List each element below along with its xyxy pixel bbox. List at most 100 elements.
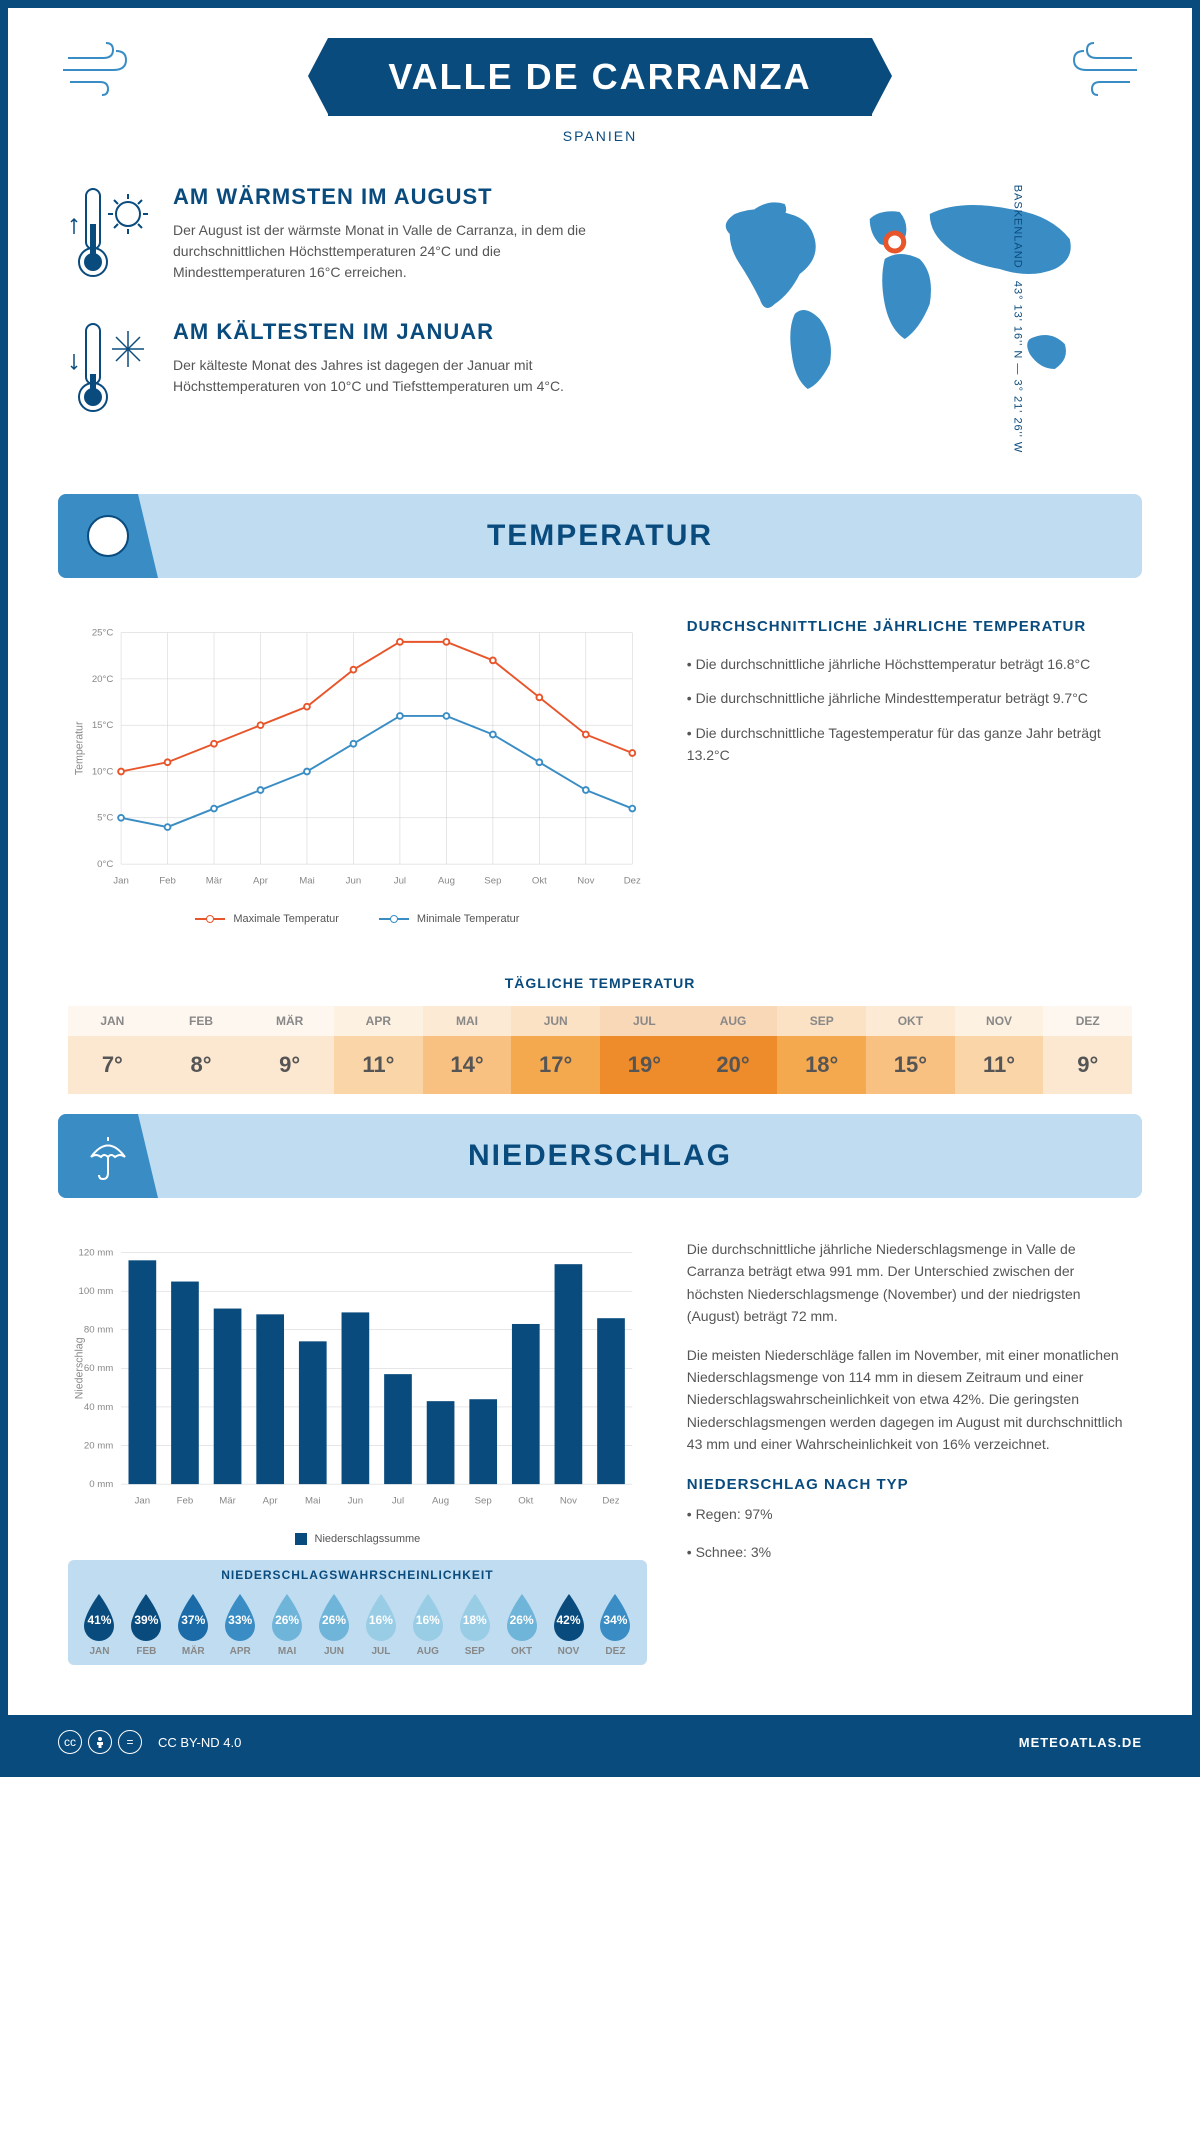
- thermometer-cold-icon: [68, 319, 153, 424]
- brand-label: METEOATLAS.DE: [1019, 1735, 1142, 1750]
- world-map-icon: [667, 184, 1132, 404]
- country-label: SPANIEN: [58, 128, 1142, 144]
- svg-text:25°C: 25°C: [92, 627, 114, 638]
- warmest-text: Der August ist der wärmste Monat in Vall…: [173, 220, 627, 283]
- precip-para-1: Die durchschnittliche jährliche Niedersc…: [687, 1238, 1132, 1328]
- license-block: cc = CC BY-ND 4.0: [58, 1730, 241, 1754]
- svg-text:Mär: Mär: [206, 875, 223, 886]
- svg-text:Jul: Jul: [392, 1495, 404, 1506]
- coldest-fact: AM KÄLTESTEN IM JANUAR Der kälteste Mona…: [68, 319, 627, 424]
- svg-text:120 mm: 120 mm: [79, 1247, 114, 1258]
- probability-drop: 39%FEB: [123, 1592, 170, 1657]
- probability-drop: 37%MÄR: [170, 1592, 217, 1657]
- svg-text:0°C: 0°C: [97, 859, 113, 870]
- probability-drop: 26%OKT: [498, 1592, 545, 1657]
- daily-temp-table: JAN7°FEB8°MÄR9°APR11°MAI14°JUN17°JUL19°A…: [68, 1006, 1132, 1094]
- svg-text:Aug: Aug: [438, 875, 455, 886]
- svg-text:Feb: Feb: [177, 1495, 194, 1506]
- svg-text:Mai: Mai: [305, 1495, 321, 1506]
- precipitation-bar-chart: 0 mm20 mm40 mm60 mm80 mm100 mm120 mmJanF…: [68, 1238, 647, 1518]
- temp-desc-1: • Die durchschnittliche jährliche Höchst…: [687, 653, 1132, 675]
- svg-text:Feb: Feb: [159, 875, 176, 886]
- svg-text:0 mm: 0 mm: [89, 1479, 113, 1490]
- precip-type-title: NIEDERSCHLAG NACH TYP: [687, 1476, 1132, 1493]
- temp-desc-2: • Die durchschnittliche jährliche Mindes…: [687, 687, 1132, 709]
- page: VALLE DE CARRANZA SPANIEN AM WÄRMSTEN IM…: [0, 0, 1200, 1777]
- svg-text:Jun: Jun: [346, 875, 362, 886]
- thermometer-hot-icon: [68, 184, 153, 289]
- nd-icon: =: [118, 1730, 142, 1754]
- daily-temp-cell: OKT15°: [866, 1006, 955, 1094]
- temp-desc-3: • Die durchschnittliche Tagestemperatur …: [687, 722, 1132, 767]
- warmest-title: AM WÄRMSTEN IM AUGUST: [173, 184, 627, 210]
- wind-icon-right: [1062, 38, 1142, 110]
- probability-drop: 34%DEZ: [592, 1592, 639, 1657]
- temperature-line-chart: 0°C 5°C 10°C 15°C 20°C 25°C Jan Feb Mär Apr Mai Jun…: [68, 618, 647, 898]
- wind-icon-left: [58, 38, 138, 110]
- daily-temp-cell: JUN17°: [511, 1006, 600, 1094]
- svg-text:Mär: Mär: [219, 1495, 236, 1506]
- temperature-content: 0°C 5°C 10°C 15°C 20°C 25°C Jan Feb Mär Apr Mai Jun…: [8, 598, 1192, 945]
- footer: cc = CC BY-ND 4.0 METEOATLAS.DE: [8, 1715, 1192, 1769]
- probability-drop: 18%SEP: [451, 1592, 498, 1657]
- svg-text:Apr: Apr: [263, 1495, 279, 1506]
- daily-temp-cell: DEZ9°: [1043, 1006, 1132, 1094]
- svg-text:40 mm: 40 mm: [84, 1402, 113, 1413]
- svg-text:Nov: Nov: [577, 875, 594, 886]
- coldest-text: Der kälteste Monat des Jahres ist dagege…: [173, 355, 627, 397]
- info-section: AM WÄRMSTEN IM AUGUST Der August ist der…: [8, 154, 1192, 474]
- svg-text:10°C: 10°C: [92, 766, 114, 777]
- svg-text:60 mm: 60 mm: [84, 1363, 113, 1374]
- svg-text:Jun: Jun: [348, 1495, 364, 1506]
- precip-type-rain: • Regen: 97%: [687, 1503, 1132, 1525]
- svg-text:Niederschlag: Niederschlag: [73, 1337, 85, 1399]
- probability-drop: 16%JUL: [357, 1592, 404, 1657]
- legend-max-label: Maximale Temperatur: [233, 913, 339, 925]
- coldest-title: AM KÄLTESTEN IM JANUAR: [173, 319, 627, 345]
- precipitation-banner: NIEDERSCHLAG: [58, 1114, 1142, 1198]
- temperature-banner: TEMPERATUR: [58, 494, 1142, 578]
- license-text: CC BY-ND 4.0: [158, 1735, 241, 1750]
- precipitation-content: 0 mm20 mm40 mm60 mm80 mm100 mm120 mmJanF…: [8, 1218, 1192, 1685]
- svg-text:Okt: Okt: [518, 1495, 533, 1506]
- temp-desc-title: DURCHSCHNITTLICHE JÄHRLICHE TEMPERATUR: [687, 618, 1132, 635]
- svg-text:Aug: Aug: [432, 1495, 449, 1506]
- temperature-title: TEMPERATUR: [58, 519, 1142, 553]
- svg-text:Temperatur: Temperatur: [73, 721, 85, 775]
- svg-text:Dez: Dez: [624, 875, 641, 886]
- svg-text:Mai: Mai: [299, 875, 315, 886]
- svg-text:100 mm: 100 mm: [79, 1286, 114, 1297]
- svg-text:20°C: 20°C: [92, 674, 114, 685]
- svg-text:80 mm: 80 mm: [84, 1325, 113, 1336]
- legend-min-label: Minimale Temperatur: [417, 913, 520, 925]
- precip-para-2: Die meisten Niederschläge fallen im Nove…: [687, 1344, 1132, 1456]
- svg-text:Nov: Nov: [560, 1495, 577, 1506]
- precipitation-title: NIEDERSCHLAG: [58, 1139, 1142, 1173]
- svg-text:Okt: Okt: [532, 875, 547, 886]
- svg-text:20 mm: 20 mm: [84, 1440, 113, 1451]
- daily-temp-cell: JUL19°: [600, 1006, 689, 1094]
- probability-drop: 26%JUN: [311, 1592, 358, 1657]
- svg-text:Jan: Jan: [113, 875, 129, 886]
- sun-icon: [58, 494, 158, 578]
- svg-text:Dez: Dez: [602, 1495, 619, 1506]
- daily-temp-cell: MÄR9°: [245, 1006, 334, 1094]
- probability-box: NIEDERSCHLAGSWAHRSCHEINLICHKEIT 41%JAN39…: [68, 1560, 647, 1665]
- svg-text:Jul: Jul: [394, 875, 406, 886]
- daily-temp-cell: SEP18°: [777, 1006, 866, 1094]
- by-icon: [88, 1730, 112, 1754]
- probability-drop: 26%MAI: [264, 1592, 311, 1657]
- temperature-legend: Maximale Temperatur Minimale Temperatur: [68, 913, 647, 925]
- probability-drop: 42%NOV: [545, 1592, 592, 1657]
- header: VALLE DE CARRANZA SPANIEN: [8, 8, 1192, 154]
- svg-text:Sep: Sep: [475, 1495, 492, 1506]
- svg-text:5°C: 5°C: [97, 813, 113, 824]
- daily-temp-title: TÄGLICHE TEMPERATUR: [8, 975, 1192, 991]
- svg-text:15°C: 15°C: [92, 720, 114, 731]
- precip-type-snow: • Schnee: 3%: [687, 1541, 1132, 1563]
- legend-precip-label: Niederschlagssumme: [315, 1533, 421, 1545]
- svg-text:Sep: Sep: [484, 875, 501, 886]
- precipitation-legend: Niederschlagssumme: [68, 1533, 647, 1545]
- svg-text:Apr: Apr: [253, 875, 269, 886]
- probability-drop: 33%APR: [217, 1592, 264, 1657]
